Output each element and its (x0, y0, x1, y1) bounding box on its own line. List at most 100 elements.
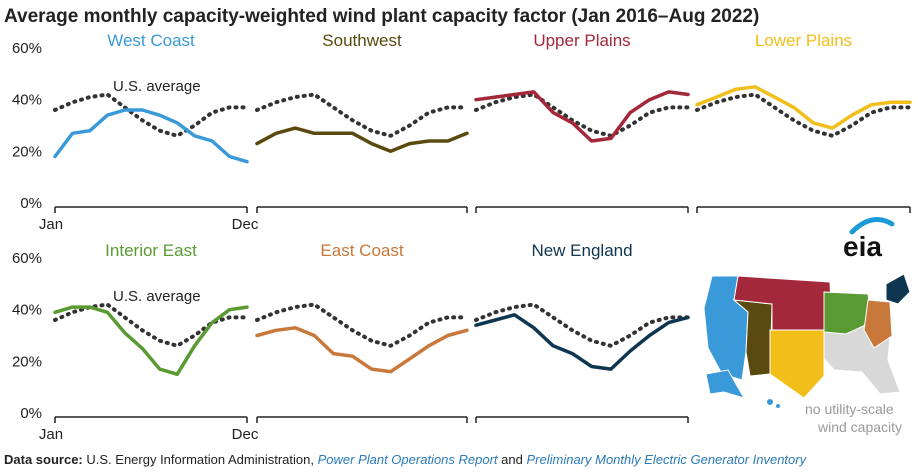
data-point-interior-east (158, 367, 161, 371)
annotation-us-average: U.S. average (113, 78, 201, 95)
y-tick-label: 0% (20, 195, 42, 212)
logo-swoosh-icon (849, 217, 895, 235)
data-point-new-england (474, 323, 478, 327)
data-point-new-england (590, 365, 593, 368)
source-org: U.S. Energy Information Administration, (86, 452, 314, 467)
map-note-line2: wind capacity (817, 419, 902, 435)
data-point-southwest (389, 150, 392, 153)
data-point-west-coast (175, 121, 179, 125)
data-point-southwest (274, 132, 278, 135)
data-point-lower-plains (850, 113, 854, 117)
data-point-west-coast (141, 108, 144, 112)
y-tick-label: 40% (12, 92, 42, 109)
map-region-interior-east (823, 291, 873, 335)
data-point-lower-plains (811, 121, 815, 125)
data-point-east-coast (427, 344, 431, 348)
series-line-us-average (474, 92, 690, 138)
panel-lower-plains: Lower Plains (695, 31, 912, 213)
source-label: Data source: (4, 452, 83, 467)
data-point-west-coast (106, 113, 109, 117)
x-tick-label: Dec (232, 216, 259, 233)
panel-east-coast: East Coast (255, 241, 469, 423)
series-line-us-average (474, 302, 690, 348)
data-point-upper-plains (590, 139, 593, 143)
series-line-upper-plains (474, 90, 690, 143)
logo-text: eia (843, 231, 882, 262)
series-line-us-average (53, 302, 249, 348)
x-tick-label: Dec (232, 426, 259, 443)
source-report-link-1[interactable]: Power Plant Operations Report (317, 452, 498, 467)
data-point-interior-east (228, 308, 231, 311)
data-point-west-coast (88, 129, 92, 132)
data-point-interior-east (88, 305, 92, 309)
series-line-us-average (53, 92, 249, 138)
panel-title: West Coast (107, 31, 195, 50)
panel-southwest: Southwest (255, 31, 469, 213)
data-point-east-coast (370, 367, 373, 371)
data-point-upper-plains (494, 95, 497, 99)
data-point-southwest (446, 139, 450, 143)
annotation-us-average: U.S. average (113, 288, 201, 305)
data-point-lower-plains (773, 95, 776, 99)
y-tick-label: 20% (12, 353, 42, 370)
data-point-upper-plains (667, 90, 670, 94)
data-point-interior-east (123, 331, 127, 335)
series-line-west-coast (53, 108, 249, 164)
data-point-southwest (313, 132, 316, 135)
data-point-lower-plains (753, 85, 757, 88)
panel-title: Upper Plains (533, 31, 630, 50)
series-line-southwest (255, 126, 469, 154)
series-line-lower-plains (695, 85, 912, 130)
data-point-upper-plains (628, 111, 632, 114)
y-tick-label: 60% (12, 250, 42, 267)
series-line-us-average (695, 92, 912, 138)
data-point-interior-east (245, 305, 249, 309)
series-line-interior-east (53, 305, 249, 377)
data-point-east-coast (255, 334, 259, 337)
panel-title: New England (531, 241, 632, 260)
data-point-new-england (609, 367, 613, 371)
data-point-southwest (293, 126, 297, 130)
source-report-link-2[interactable]: Preliminary Monthly Electric Generator I… (526, 452, 807, 467)
data-point-southwest (351, 132, 354, 135)
panel-interior-east: 0% 20% 40% 60% Jan Dec Interior East U.S. avera… (12, 241, 259, 443)
data-point-lower-plains (908, 101, 912, 104)
y-tick-label: 0% (20, 405, 42, 422)
y-tick-label: 40% (12, 302, 42, 319)
map-region-east-coast (863, 299, 893, 349)
data-point-east-coast (389, 370, 392, 373)
data-point-east-coast (408, 357, 411, 360)
data-point-east-coast (446, 334, 450, 337)
series-line-us-average (255, 92, 469, 138)
data-point-west-coast (53, 155, 57, 158)
data-point-new-england (494, 318, 497, 322)
data-point-new-england (628, 349, 632, 353)
data-point-west-coast (193, 134, 196, 138)
data-point-interior-east (175, 373, 179, 376)
data-point-new-england (686, 316, 690, 319)
panel-new-england: New England (474, 241, 690, 423)
data-point-west-coast (158, 113, 161, 117)
data-point-interior-east (106, 311, 109, 314)
data-point-upper-plains (571, 121, 574, 125)
region-map: no utility-scale wind capacity (703, 273, 911, 435)
chart-title: Average monthly capacity-weighted wind p… (4, 6, 759, 27)
data-point-new-england (667, 321, 670, 324)
data-point-upper-plains (513, 93, 516, 96)
data-point-interior-east (71, 305, 74, 309)
data-point-east-coast (313, 334, 316, 337)
small-multiples: 0% 20% 40% 60% Jan Dec West Coast U.S. average S… (12, 31, 912, 443)
data-point-southwest (370, 142, 373, 145)
data-point-upper-plains (532, 90, 536, 94)
data-point-west-coast (210, 139, 214, 143)
series-line-east-coast (255, 326, 469, 374)
map-region-lower-plains (769, 329, 825, 399)
x-tick-label: Jan (39, 216, 63, 233)
data-point-lower-plains (792, 106, 796, 109)
panel-title: Southwest (322, 31, 402, 50)
data-point-lower-plains (831, 126, 834, 130)
map-region-new-england (885, 273, 911, 305)
map-region-alaska (705, 369, 746, 399)
data-point-east-coast (332, 352, 335, 355)
